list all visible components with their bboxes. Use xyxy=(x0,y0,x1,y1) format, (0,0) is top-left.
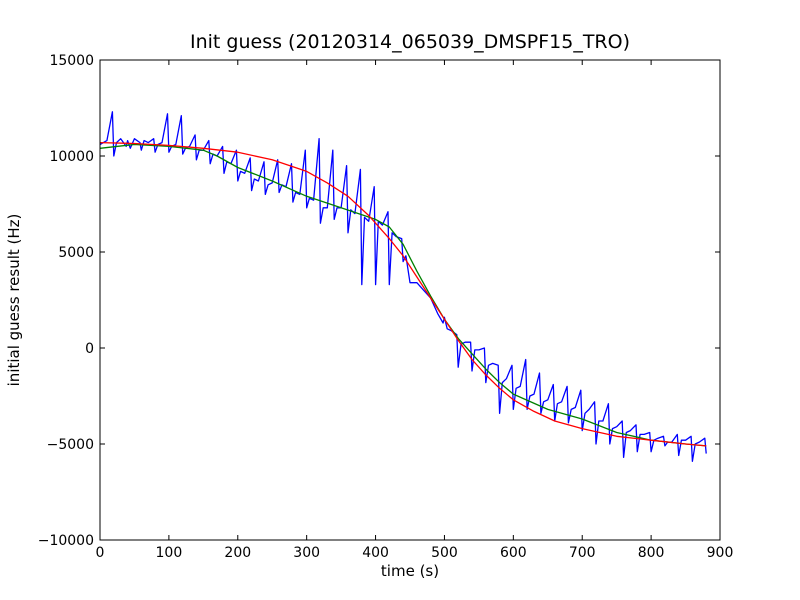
y-tick-label: 0 xyxy=(85,341,94,357)
x-tick-label: 500 xyxy=(431,545,458,561)
x-tick-label: 700 xyxy=(569,545,596,561)
x-tick-label: 900 xyxy=(707,545,734,561)
x-tick-label: 300 xyxy=(293,545,320,561)
y-tick-label: 15000 xyxy=(49,53,94,69)
y-tick-label: 5000 xyxy=(58,245,94,261)
plot-frame xyxy=(99,59,721,541)
x-axis-label: time (s) xyxy=(381,562,439,580)
x-tick-label: 800 xyxy=(638,545,665,561)
x-tick-label: 0 xyxy=(96,545,105,561)
chart-title: Init guess (20120314_065039_DMSPF15_TRO) xyxy=(190,31,630,53)
series-line-2 xyxy=(99,143,707,447)
axis-ticks: 0 100 200 300 400 500 600 700 800 900 −10000 −5000 0… xyxy=(38,53,734,561)
y-tick-label: −10000 xyxy=(38,533,94,549)
x-tick-label: 100 xyxy=(156,545,183,561)
x-tick-label: 200 xyxy=(224,545,251,561)
x-tick-label: 600 xyxy=(500,545,527,561)
x-tick-label: 400 xyxy=(362,545,389,561)
y-tick-label: 10000 xyxy=(49,149,94,165)
series-line-3 xyxy=(99,141,707,447)
y-axis-label: initial guess result (Hz) xyxy=(5,214,23,387)
plot-lines xyxy=(99,111,707,462)
y-tick-label: −5000 xyxy=(47,437,94,453)
